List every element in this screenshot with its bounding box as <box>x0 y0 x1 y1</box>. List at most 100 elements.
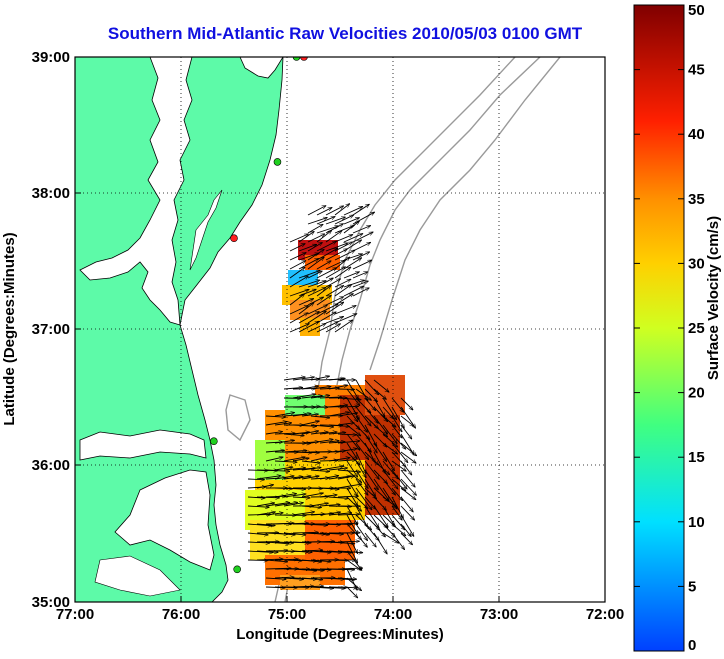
velocity-arrow <box>298 280 320 288</box>
velocity-arrow <box>283 468 305 471</box>
pamlico-sound <box>114 469 215 571</box>
velocity-arrow <box>352 242 371 252</box>
velocity-arrow <box>364 397 376 411</box>
velocity-arrow <box>337 476 355 480</box>
velocity-arrow <box>301 493 323 498</box>
velocity-arrow <box>316 208 332 216</box>
y-tick-label: 39:00 <box>32 49 70 66</box>
velocity-arrow <box>325 231 342 243</box>
velocity-arrow <box>316 312 336 324</box>
velocity-arrow <box>352 272 368 279</box>
velocity-arrow <box>283 477 303 480</box>
velocity-arrow <box>301 578 323 580</box>
chart-title: Southern Mid-Atlantic Raw Velocities 201… <box>108 24 583 43</box>
velocity-arrow <box>400 442 417 456</box>
velocity-arrow <box>343 286 364 297</box>
station-marker <box>233 565 241 574</box>
velocity-arrow <box>265 578 286 579</box>
velocity-arrow <box>298 244 317 252</box>
colorbar-tick-label: 25 <box>688 320 705 337</box>
velocity-arrow <box>337 551 363 553</box>
velocity-arrow <box>364 379 379 395</box>
velocity-arrow <box>343 218 359 225</box>
x-tick-label: 76:00 <box>162 606 200 623</box>
velocity-arrow <box>289 244 305 252</box>
velocity-arrow <box>346 460 358 477</box>
velocity-arrow <box>274 577 294 578</box>
velocity-arrow <box>265 450 284 452</box>
velocity-arrow <box>289 276 308 288</box>
velocity-arrow <box>265 470 290 471</box>
velocity-arrow <box>310 416 330 418</box>
velocity-arrows <box>247 204 417 598</box>
velocity-arrow <box>289 289 309 297</box>
x-tick-label: 75:00 <box>268 606 306 623</box>
velocity-arrow <box>316 261 331 270</box>
velocity-arrow <box>301 560 322 562</box>
velocity-arrow <box>391 532 405 550</box>
velocity-arrow <box>373 514 388 528</box>
velocity-arrow <box>316 322 338 333</box>
velocity-arrow <box>307 249 324 261</box>
velocity-arrow <box>337 441 360 444</box>
velocity-arrow <box>301 476 319 480</box>
velocity-arrow <box>343 272 359 279</box>
velocity-arrow <box>310 376 330 381</box>
velocity-arrow <box>310 587 334 588</box>
velocity-arrow <box>310 470 329 472</box>
velocity-arrow <box>337 423 354 426</box>
velocity-arrow <box>292 497 310 498</box>
station-marker <box>300 57 308 61</box>
y-tick-label: 38:00 <box>32 185 70 202</box>
velocity-arrow <box>391 505 402 520</box>
velocity-arrow <box>301 396 322 399</box>
velocity-arrow <box>283 434 304 436</box>
velocity-arrow <box>301 467 321 471</box>
velocity-arrow <box>265 432 282 435</box>
velocity-arrow <box>292 458 309 462</box>
velocity-arrow <box>391 496 403 518</box>
colorbar-tick-label: 50 <box>688 2 705 19</box>
velocity-arrow <box>256 503 275 507</box>
y-tick-labels: 39:00 38:00 37:00 36:00 35:00 <box>32 49 70 611</box>
velocity-arrow <box>364 460 379 479</box>
velocity-arrow <box>346 406 358 422</box>
velocity-arrow <box>274 467 293 471</box>
velocity-arrow <box>307 288 326 297</box>
velocity-arrow <box>382 532 399 543</box>
velocity-arrow <box>373 406 388 422</box>
velocity-arrow <box>274 502 298 507</box>
x-tick-label: 72:00 <box>586 606 624 623</box>
velocity-arrow <box>256 476 281 480</box>
velocity-arrow <box>400 460 412 475</box>
velocity-arrow <box>352 226 371 234</box>
velocity-arrow <box>301 569 324 571</box>
velocity-arrow <box>319 397 342 398</box>
velocity-arrow <box>400 478 416 495</box>
velocity-arrow <box>316 217 335 225</box>
x-tick-labels: 77:00 76:00 75:00 74:00 73:00 72:00 <box>56 606 624 623</box>
x-axis-label: Longitude (Degrees:Minutes) <box>236 626 444 643</box>
velocity-arrow <box>325 267 345 279</box>
velocity-arrow <box>346 496 362 511</box>
delaware-bay <box>239 57 284 79</box>
velocity-arrow <box>289 234 308 243</box>
velocity-arrow <box>319 432 337 434</box>
velocity-arrow <box>292 512 315 516</box>
station-marker <box>292 57 301 61</box>
velocity-arrow <box>307 234 325 243</box>
velocity-arrow <box>316 268 337 279</box>
velocity-arrow <box>310 457 327 462</box>
grid-lines <box>75 57 605 602</box>
colorbar-ticks: 0 5 10 15 20 25 30 35 40 45 50 <box>634 2 705 654</box>
velocity-arrow <box>364 442 375 462</box>
velocity-arrow <box>292 413 311 417</box>
velocity-arrow <box>289 294 305 306</box>
velocity-arrow <box>298 303 314 315</box>
velocity-arrow <box>373 433 387 447</box>
velocity-arrow <box>352 204 369 216</box>
velocity-arrow <box>319 551 342 552</box>
velocity-arrow <box>334 257 350 270</box>
velocity-arrow <box>355 532 367 547</box>
velocity-arrow <box>301 586 323 587</box>
